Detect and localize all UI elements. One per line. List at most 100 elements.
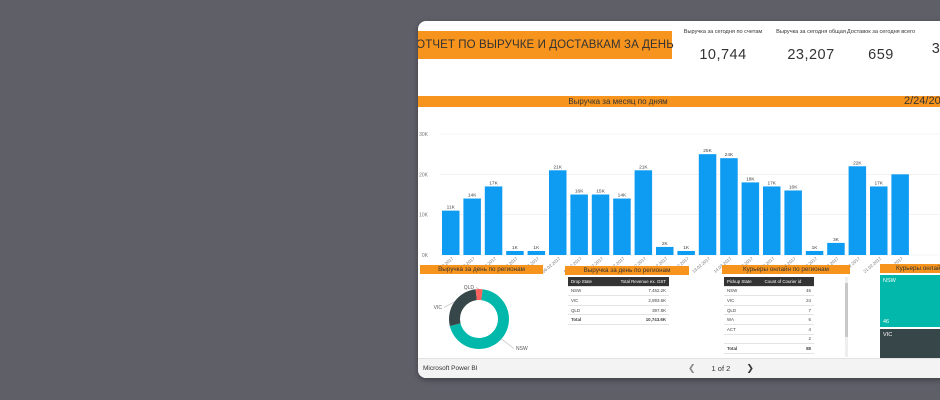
donut-slice[interactable] — [449, 289, 509, 349]
bar[interactable] — [741, 182, 760, 255]
table-row[interactable]: NSW 7,452.2K — [568, 286, 669, 297]
daily-revenue-bar-chart[interactable]: 0K10K20K30K11K01.02.201714K02.02.201717K… — [418, 108, 940, 278]
cell-count: 46 — [761, 286, 814, 297]
bar[interactable] — [827, 242, 845, 255]
bar[interactable] — [549, 170, 567, 255]
kpi-card-fourth[interactable]: 3 — [906, 29, 940, 57]
table-row[interactable]: VIC 2,893.6K — [568, 295, 669, 306]
cell-state: QLD — [724, 305, 762, 316]
table-row[interactable]: VIC 24 — [724, 295, 814, 306]
table-row[interactable]: NSW 46 — [724, 286, 814, 297]
regional-revenue-donut-chart[interactable]: NSW VIC QLD — [420, 276, 550, 356]
cell-state: ACT — [724, 324, 762, 335]
slice-label: NSW — [516, 346, 528, 352]
x-tick-label: 06.02.2017 — [541, 256, 561, 274]
cell-state: NSW — [568, 286, 603, 297]
month-chart-title: Выручка за месяц по дням — [568, 97, 668, 106]
treemap-tile-vic[interactable]: VIC — [880, 329, 940, 361]
cell-count: 7 — [761, 305, 814, 316]
y-tick-label: 10K — [419, 213, 429, 219]
data-label: 16K — [575, 189, 584, 195]
data-label: 15K — [596, 189, 605, 195]
bar[interactable] — [698, 154, 717, 255]
bar[interactable] — [442, 210, 460, 255]
cell-state: VIC — [568, 295, 603, 306]
bar[interactable] — [805, 250, 824, 255]
data-label: 1K — [512, 245, 519, 251]
cell-total-value: 88 — [761, 343, 814, 354]
data-label: 17K — [767, 180, 776, 186]
donut-slice[interactable] — [449, 289, 477, 326]
data-label: 17K — [874, 180, 883, 186]
previous-page-icon[interactable]: ❮ — [688, 363, 696, 373]
bar[interactable] — [484, 186, 503, 255]
kpi-label: Доставок за сегодня всего — [846, 29, 916, 35]
couriers-table-scrollbar[interactable] — [845, 277, 848, 357]
data-label: 21K — [553, 164, 562, 170]
bar[interactable] — [848, 166, 867, 255]
data-label: 18K — [746, 176, 755, 182]
table-row[interactable]: 2 — [724, 334, 814, 345]
scrollbar-thumb[interactable] — [845, 283, 848, 337]
treemap-tile-label: NSW — [883, 278, 896, 284]
bar[interactable] — [656, 246, 674, 255]
bar[interactable] — [506, 250, 524, 255]
bar[interactable] — [763, 186, 781, 255]
data-label: 1K — [812, 245, 819, 251]
leader-line — [443, 301, 455, 308]
kpi-label: Выручка за сегодня общая — [776, 29, 846, 35]
table-row[interactable]: ACT 4 — [724, 324, 814, 335]
power-bi-brand[interactable]: Microsoft Power BI — [423, 365, 478, 372]
bar[interactable] — [613, 198, 631, 255]
data-label: 14K — [618, 193, 627, 199]
cell-revenue: 7,452.2K — [602, 286, 669, 297]
bar[interactable] — [720, 158, 738, 255]
kpi-label: Выручка за сегодня по счетам — [683, 29, 763, 35]
data-label: 16K — [789, 184, 798, 190]
bar[interactable] — [570, 194, 588, 256]
kpi-card-invoice-revenue[interactable]: Выручка за сегодня по счетам 10,744 — [678, 29, 768, 63]
bar[interactable] — [463, 198, 481, 255]
treemap-tile-nsw[interactable]: NSW 46 — [880, 275, 940, 327]
kpi-card-deliveries[interactable]: Доставок за сегодня всего 659 — [836, 29, 926, 63]
slice-label: VIC — [434, 305, 443, 311]
column-header-drop-state[interactable]: Drop State — [568, 277, 603, 287]
bar[interactable] — [527, 250, 546, 255]
bar[interactable] — [591, 194, 610, 256]
cell-revenue: 397.8K — [602, 305, 669, 316]
report-date: 2/24/20 — [904, 95, 940, 107]
column-header-courier-count[interactable]: Count of Courier id — [761, 277, 814, 287]
kpi-card-total-revenue[interactable]: Выручка за сегодня общая 23,207 — [766, 29, 856, 63]
regional-revenue-table[interactable]: Drop State Total Revenue ex. GST NSW 7,45… — [568, 277, 669, 325]
table-total-row: Total 88 — [724, 343, 814, 354]
data-label: 1K — [533, 245, 540, 251]
y-tick-label: 20K — [419, 172, 429, 178]
report-canvas: ОТЧЕТ ПО ВЫРУЧКЕ И ДОСТАВКАМ ЗА ДЕНЬ Выр… — [418, 21, 940, 378]
cell-state: VIC — [724, 295, 762, 306]
y-tick-label: 0K — [422, 253, 429, 259]
table-row[interactable]: WA 6 — [724, 314, 814, 325]
bar[interactable] — [634, 170, 653, 255]
report-footer: Microsoft Power BI ❮ 1 of 2 ❯ — [418, 358, 940, 378]
table-row[interactable]: QLD 397.8K — [568, 305, 669, 316]
page-indicator: 1 of 2 — [711, 364, 731, 373]
bar[interactable] — [784, 190, 802, 255]
couriers-by-region-table[interactable]: Pickup State Count of Courier id NSW 46 V… — [724, 277, 814, 354]
donut-slice[interactable] — [475, 289, 483, 301]
cell-count: 2 — [761, 334, 814, 345]
bar[interactable] — [677, 250, 695, 255]
kpi-value: 659 — [868, 47, 894, 63]
column-header-total-revenue[interactable]: Total Revenue ex. GST — [602, 277, 669, 287]
data-label: 17K — [489, 180, 498, 186]
bar[interactable] — [891, 174, 909, 255]
bar[interactable] — [870, 186, 888, 255]
data-label: 3K — [833, 237, 840, 243]
column-header-pickup-state[interactable]: Pickup State — [724, 277, 762, 287]
leader-line — [475, 287, 480, 290]
table-row[interactable]: QLD 7 — [724, 305, 814, 316]
kpi-value: 10,744 — [699, 47, 747, 63]
x-tick-label: 13.02.2017 — [691, 256, 711, 274]
next-page-icon[interactable]: ❯ — [746, 363, 754, 373]
slice-label: QLD — [464, 285, 475, 291]
table-header-row: Drop State Total Revenue ex. GST — [568, 277, 669, 287]
